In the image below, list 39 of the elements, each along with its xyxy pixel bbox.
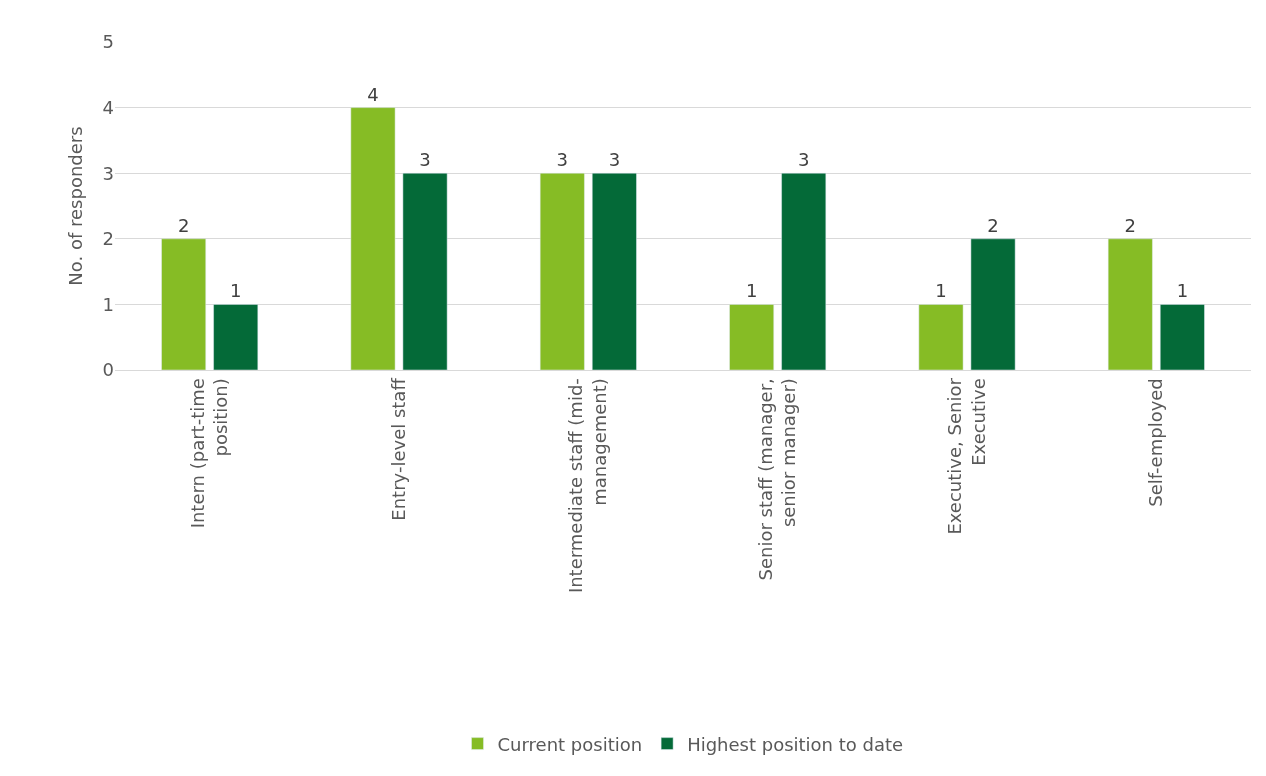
- x-tick-label: Self-employed: [1145, 378, 1167, 507]
- data-label: 1: [745, 280, 758, 302]
- legend-label: Highest position to date: [687, 733, 904, 755]
- bar: [1107, 238, 1153, 370]
- y-axis-title: No. of responders: [64, 126, 86, 286]
- x-tick-label: Intern (part-time position): [186, 378, 232, 529]
- x-tick-label: Entry-level staff: [387, 377, 409, 521]
- bar: [161, 238, 207, 370]
- bar: [729, 304, 775, 370]
- data-label: 1: [229, 280, 242, 302]
- data-label: 3: [419, 149, 431, 171]
- data-label: 1: [935, 280, 947, 302]
- data-label: 2: [177, 214, 190, 236]
- bar: [539, 172, 585, 370]
- y-tick-label: 3: [102, 162, 114, 184]
- data-label: 2: [1124, 214, 1137, 236]
- bar: [918, 304, 964, 370]
- x-tick-label: Executive, Senior Executive: [944, 377, 989, 535]
- data-label: 3: [797, 149, 810, 171]
- bar: [402, 172, 448, 370]
- data-label: 4: [367, 83, 379, 105]
- y-tick-label: 4: [102, 96, 114, 118]
- y-tick-label: 5: [102, 31, 114, 53]
- y-tick-label: 0: [102, 359, 114, 381]
- bar: [350, 107, 396, 370]
- y-tick-label: 2: [102, 228, 114, 250]
- bar: [591, 172, 637, 370]
- data-label: 2: [987, 214, 999, 236]
- bar: [781, 172, 827, 370]
- bar: [1159, 304, 1205, 370]
- data-label: 1: [1176, 280, 1189, 302]
- legend-label: Current position: [497, 733, 643, 755]
- x-tick-label: Senior staff (manager, senior manager): [754, 378, 800, 581]
- bar: [213, 304, 259, 370]
- x-tick-label: Intermediate staff (mid-management): [565, 378, 610, 594]
- bar: [970, 238, 1016, 370]
- data-label: 3: [608, 149, 621, 171]
- data-label: 3: [556, 149, 569, 171]
- y-tick-label: 1: [102, 293, 114, 315]
